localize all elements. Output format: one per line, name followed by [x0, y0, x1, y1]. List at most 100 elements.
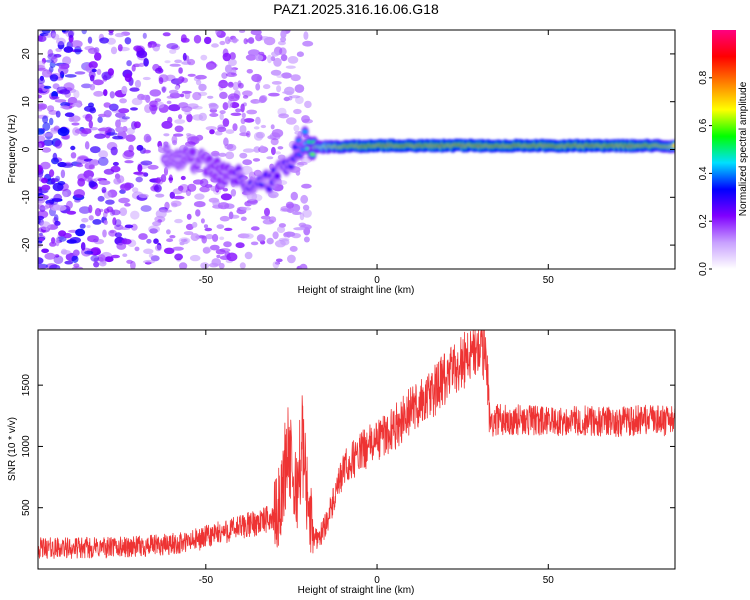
heatmap-noise-cell	[39, 237, 45, 242]
heatmap-noise-cell	[54, 99, 67, 103]
heatmap-noise-cell	[271, 81, 282, 85]
heatmap-noise-cell	[132, 187, 139, 193]
heatmap-noise-cell	[277, 180, 288, 186]
heatmap-noise-cell	[60, 250, 71, 255]
heatmap-noise-cell	[93, 90, 104, 97]
heatmap-noise-cell	[173, 195, 185, 200]
heatmap-noise-cell	[277, 146, 284, 150]
heatmap-noise-cell	[106, 37, 116, 45]
heatmap-noise-cell	[38, 87, 43, 94]
heatmap-noise-cell	[48, 110, 58, 115]
heatmap-noise-cell	[155, 193, 165, 198]
heatmap-noise-cell	[168, 177, 174, 181]
heatmap-noise-cell	[174, 119, 186, 124]
heatmap-noise-cell	[133, 171, 144, 175]
heatmap-noise-cell	[218, 152, 227, 157]
heatmap-noise-cell	[143, 133, 151, 143]
heatmap-noise-cell	[68, 30, 74, 38]
heatmap-noise-cell	[41, 69, 53, 78]
heatmap-noise-cell	[47, 105, 55, 112]
heatmap-noise-cell	[124, 182, 132, 191]
heatmap-noise-cell	[287, 56, 299, 64]
heatmap-noise-cell	[148, 253, 154, 258]
heatmap-noise-cell	[38, 197, 45, 204]
heatmap-noise-cell	[255, 33, 263, 42]
heatmap-noise-cell	[57, 127, 70, 137]
heatmap-noise-cell	[266, 237, 274, 245]
heatmap-noise-cell	[101, 186, 107, 193]
heatmap-noise-cell	[216, 254, 221, 259]
heatmap-noise-cell	[222, 187, 228, 192]
heatmap-noise-cell	[181, 90, 192, 94]
heatmap-noise-cell	[72, 249, 80, 257]
heatmap-noise-cell	[121, 85, 128, 95]
heatmap-noise-cell	[281, 72, 292, 79]
heatmap-noise-cell	[227, 93, 240, 102]
heatmap-noise-cell	[96, 68, 102, 75]
heatmap-noise-cell	[122, 253, 128, 257]
heatmap-noise-cell	[275, 258, 283, 263]
heatmap-noise-cell	[242, 159, 253, 166]
heatmap-noise-cell	[147, 164, 159, 170]
heatmap-noise-cell	[131, 64, 136, 72]
heatmap-noise-cell	[179, 93, 185, 98]
heatmap-noise-cell	[224, 64, 233, 74]
heatmap-noise-cell	[178, 114, 183, 120]
heatmap-noise-cell	[243, 233, 254, 239]
heatmap-noise-cell	[88, 120, 94, 129]
heatmap-noise-cell	[98, 113, 107, 118]
heatmap-noise-cell	[124, 224, 134, 229]
heatmap-noise-cell	[254, 54, 264, 61]
heatmap-noise-cell	[224, 143, 234, 150]
heatmap-noise-cell	[143, 58, 149, 67]
heatmap-noise-cell	[73, 189, 86, 198]
heatmap-noise-cell	[140, 205, 152, 212]
heatmap-noise-cell	[225, 72, 238, 77]
heatmap-ridge-cell	[189, 150, 196, 154]
heatmap-noise-cell	[38, 94, 43, 99]
heatmap-noise-cell	[285, 65, 296, 69]
heatmap-noise-cell	[280, 238, 290, 246]
heatmap-noise-cell	[198, 112, 207, 122]
heatmap-noise-cell	[293, 227, 305, 231]
snr-x-tick-label: -50	[199, 575, 214, 586]
heatmap-noise-cell	[174, 125, 184, 133]
heatmap-x-tick-label: 0	[374, 275, 380, 286]
colorbar-tick-label: 0.0	[698, 262, 709, 276]
heatmap-noise-cell	[252, 158, 261, 162]
heatmap-noise-cell	[217, 82, 229, 88]
heatmap-noise-cell	[205, 126, 217, 131]
heatmap-noise-cell	[40, 221, 51, 231]
heatmap-noise-cell	[232, 123, 238, 131]
heatmap-noise-cell	[79, 206, 91, 214]
heatmap-noise-cell	[239, 206, 252, 211]
heatmap-noise-cell	[98, 180, 111, 186]
heatmap-noise-cell	[193, 34, 202, 44]
colorbar: 0.0 0.2 0.4 0.6 0.8 Normalized spectral ampl…	[698, 30, 749, 276]
heatmap-noise-cell	[88, 215, 94, 221]
heatmap-noise-cell	[55, 110, 61, 118]
heatmap-noise-cell	[219, 236, 225, 241]
heatmap-noise-cell	[60, 105, 70, 109]
heatmap-noise-cell	[290, 95, 301, 99]
heatmap-ridge-cell	[288, 164, 295, 169]
heatmap-noise-cell	[74, 45, 82, 55]
heatmap-x-tick-label: 50	[543, 275, 555, 286]
heatmap-ridge-cell	[295, 138, 302, 143]
heatmap-noise-cell	[154, 184, 162, 193]
heatmap-noise-cell	[224, 227, 233, 231]
heatmap-ridge-cell	[177, 152, 184, 156]
heatmap-noise-cell	[54, 220, 61, 226]
heatmap-noise-cell	[302, 209, 312, 218]
heatmap-noise-cell	[272, 261, 280, 269]
heatmap-noise-cell	[126, 127, 135, 135]
heatmap-noise-cell	[219, 91, 228, 99]
heatmap-noise-cell	[49, 96, 60, 100]
heatmap-noise-cell	[289, 245, 298, 252]
heatmap-noise-cell	[112, 135, 124, 140]
heatmap-noise-cell	[42, 115, 49, 124]
heatmap-noise-cell	[232, 37, 238, 44]
heatmap-noise-cell	[217, 202, 230, 210]
heatmap-noise-cell	[156, 101, 165, 109]
heatmap-noise-cell	[47, 49, 54, 58]
